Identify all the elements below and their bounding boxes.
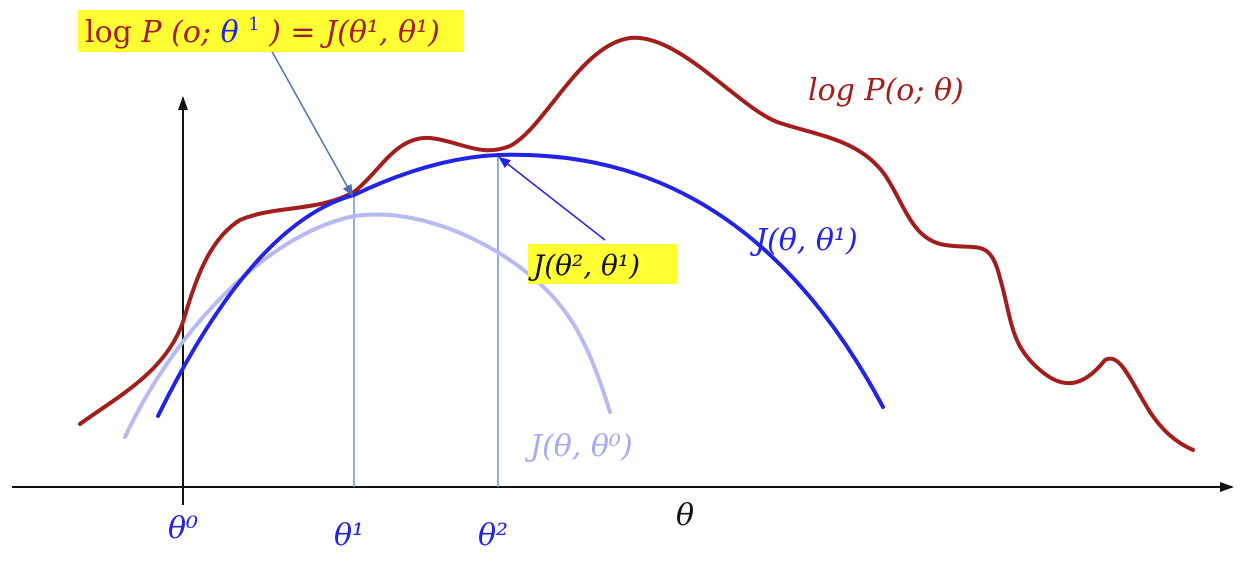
label-j-theta0: J(θ, θ⁰) xyxy=(524,429,633,464)
label-log-likelihood: log P(o; θ) xyxy=(808,73,964,108)
x-axis-label: θ xyxy=(676,498,694,533)
label-j-theta1: J(θ, θ¹) xyxy=(749,223,858,258)
top-callout-theta: θ xyxy=(221,15,239,50)
top-callout-args: (o; xyxy=(171,15,220,50)
curve-j-theta1 xyxy=(156,152,885,418)
tick-theta0: θ⁰ xyxy=(168,511,198,546)
mid-callout-text: J(θ², θ¹) xyxy=(528,249,640,282)
tick-theta2: θ² xyxy=(478,518,508,553)
top-callout-log: log xyxy=(85,15,132,50)
top-callout-P: P xyxy=(140,15,162,50)
curve-log-likelihood xyxy=(78,35,1195,452)
mid-callout-pointer xyxy=(498,156,606,241)
top-callout-rest: ) = J(θ¹, θ¹) xyxy=(268,15,440,50)
top-callout-highlight xyxy=(78,10,464,52)
mid-callout-highlight xyxy=(528,244,678,284)
top-callout-text: log P (o; θ 1 ) = J(θ¹, θ¹) xyxy=(85,3,440,50)
tick-theta1: θ¹ xyxy=(334,518,364,553)
top-callout-sup: 1 xyxy=(248,14,259,35)
top-callout-pointer xyxy=(269,47,353,197)
curve-j-theta0 xyxy=(123,212,612,439)
